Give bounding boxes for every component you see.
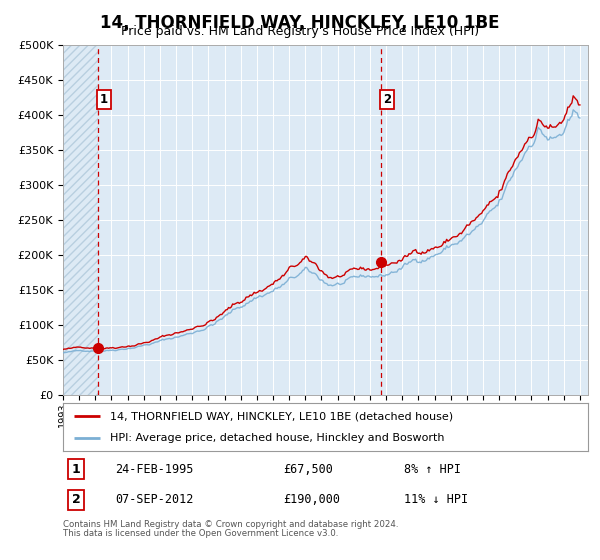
Text: 1: 1 [100, 92, 108, 105]
Text: Contains HM Land Registry data © Crown copyright and database right 2024.: Contains HM Land Registry data © Crown c… [63, 520, 398, 529]
Text: 14, THORNFIELD WAY, HINCKLEY, LE10 1BE: 14, THORNFIELD WAY, HINCKLEY, LE10 1BE [100, 14, 500, 32]
Text: £190,000: £190,000 [284, 493, 341, 506]
Text: 24-FEB-1995: 24-FEB-1995 [115, 463, 194, 476]
Text: 2: 2 [72, 493, 80, 506]
Text: 14, THORNFIELD WAY, HINCKLEY, LE10 1BE (detached house): 14, THORNFIELD WAY, HINCKLEY, LE10 1BE (… [110, 411, 454, 421]
Bar [63, 45, 98, 395]
Text: 8% ↑ HPI: 8% ↑ HPI [404, 463, 461, 476]
Text: 1: 1 [72, 463, 80, 476]
Text: £67,500: £67,500 [284, 463, 334, 476]
Text: Price paid vs. HM Land Registry's House Price Index (HPI): Price paid vs. HM Land Registry's House … [121, 25, 479, 38]
Text: 07-SEP-2012: 07-SEP-2012 [115, 493, 194, 506]
Text: HPI: Average price, detached house, Hinckley and Bosworth: HPI: Average price, detached house, Hinc… [110, 433, 445, 443]
Text: 11% ↓ HPI: 11% ↓ HPI [404, 493, 469, 506]
Text: 2: 2 [383, 92, 391, 105]
Text: This data is licensed under the Open Government Licence v3.0.: This data is licensed under the Open Gov… [63, 529, 338, 538]
